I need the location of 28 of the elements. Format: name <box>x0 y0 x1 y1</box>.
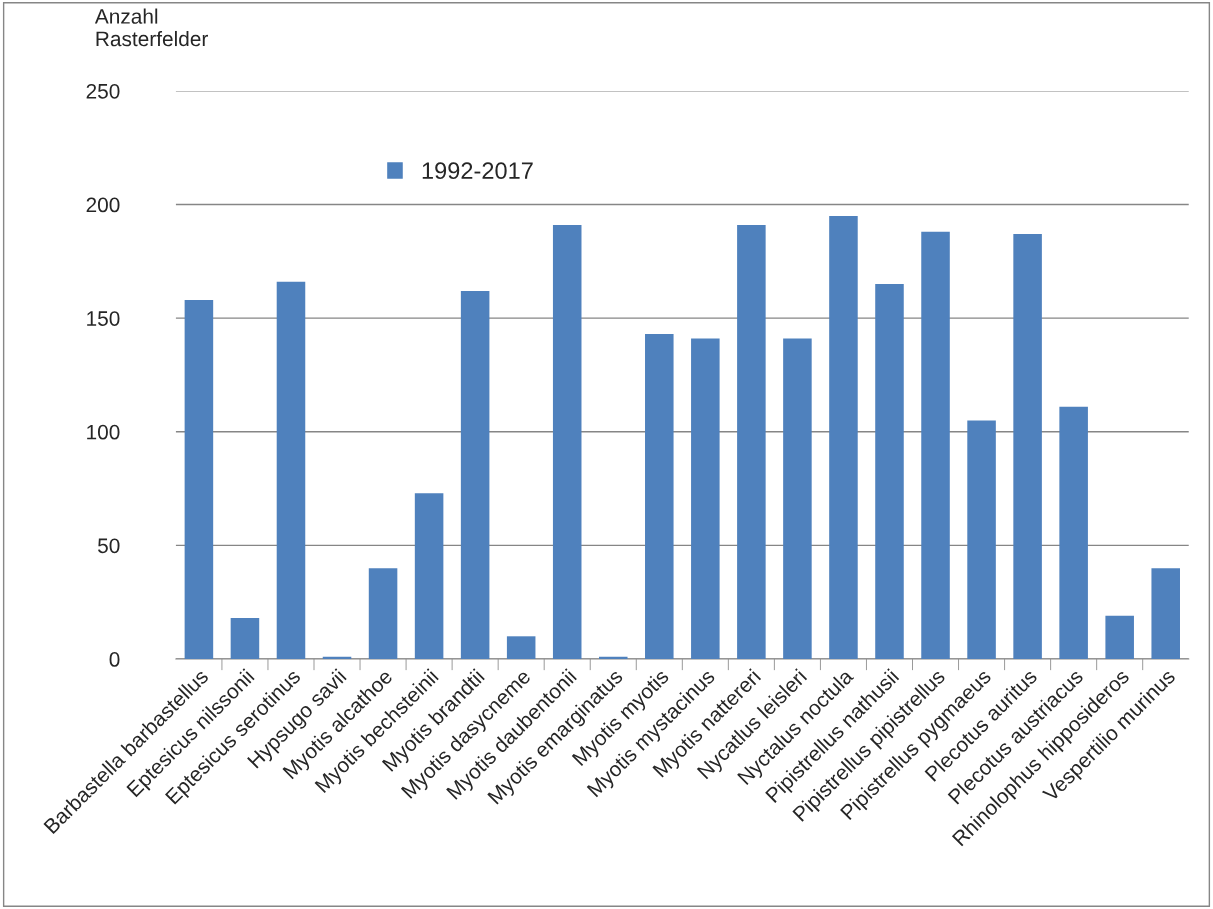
y-tick-label: 50 <box>97 538 120 554</box>
y-tick-label: 200 <box>86 197 120 213</box>
bar <box>829 215 858 660</box>
y-tick-label: 150 <box>87 311 120 326</box>
bar <box>1105 615 1134 660</box>
bar <box>506 636 536 660</box>
bar <box>552 224 582 660</box>
legend-label: 1992-2017 <box>422 162 533 180</box>
bar <box>737 224 766 660</box>
bar <box>414 493 444 660</box>
bar <box>230 618 260 660</box>
bar <box>1059 406 1088 660</box>
bar <box>368 568 398 660</box>
y-tick-label: 250 <box>86 83 120 99</box>
bar <box>645 334 674 660</box>
bar <box>460 290 490 660</box>
bar <box>921 231 950 660</box>
y-tick-label: 0 <box>109 652 120 667</box>
bar <box>967 420 996 660</box>
bar <box>184 299 214 660</box>
y-axis-title: Anzahl Rasterfelder <box>94 8 208 47</box>
bar <box>1013 234 1042 660</box>
bar <box>1151 568 1180 660</box>
bar <box>875 284 904 660</box>
bar <box>783 338 812 660</box>
y-tick-label: 100 <box>87 424 120 440</box>
bar <box>691 338 720 660</box>
bar <box>276 281 306 660</box>
